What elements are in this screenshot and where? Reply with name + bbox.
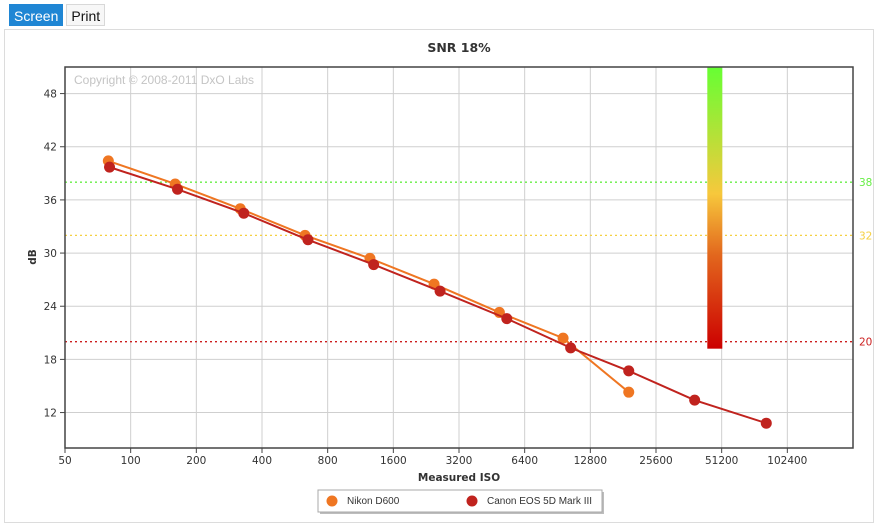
x-tick-label: 25600 bbox=[639, 455, 672, 467]
x-tick-label: 102400 bbox=[767, 455, 807, 467]
x-tick-label: 3200 bbox=[446, 455, 473, 467]
x-tick-label: 100 bbox=[121, 455, 141, 467]
x-tick-label: 1600 bbox=[380, 455, 407, 467]
y-tick-label: 12 bbox=[44, 408, 57, 420]
chart-panel bbox=[4, 29, 874, 523]
y-tick-label: 24 bbox=[44, 301, 58, 313]
tab-print[interactable]: Print bbox=[66, 4, 106, 26]
data-point-series-0 bbox=[623, 386, 635, 398]
data-point-series-1 bbox=[368, 259, 380, 271]
data-series bbox=[102, 155, 772, 429]
reference-line-label: 20 bbox=[859, 337, 872, 349]
chart-title: SNR 18% bbox=[427, 40, 491, 55]
x-tick-label: 400 bbox=[252, 455, 272, 467]
data-point-series-1 bbox=[689, 394, 701, 406]
data-point-series-1 bbox=[565, 342, 577, 354]
x-tick-label: 6400 bbox=[511, 455, 538, 467]
legend: Nikon D600 Canon EOS 5D Mark III bbox=[317, 489, 604, 514]
legend-label-canon-eos-5d-mark-iii[interactable]: Canon EOS 5D Mark III bbox=[487, 496, 592, 507]
copyright-watermark: Copyright © 2008-2011 DxO Labs bbox=[74, 73, 254, 87]
legend-marker-canon-eos-5d-mark-iii bbox=[466, 495, 478, 507]
x-tick-label: 12800 bbox=[574, 455, 607, 467]
data-point-series-1 bbox=[172, 183, 184, 195]
data-point-series-1 bbox=[623, 365, 635, 377]
data-point-series-0 bbox=[557, 332, 569, 344]
y-tick-label: 36 bbox=[44, 195, 58, 207]
x-tick-label: 800 bbox=[318, 455, 338, 467]
view-mode-tabs: Screen Print bbox=[9, 4, 106, 26]
reference-line-label: 38 bbox=[859, 177, 872, 189]
legend-box bbox=[317, 489, 603, 513]
x-tick-label: 51200 bbox=[705, 455, 738, 467]
legend-label-nikon-d600[interactable]: Nikon D600 bbox=[347, 496, 400, 507]
x-tick-label: 50 bbox=[58, 455, 71, 467]
x-axis-label: Measured ISO bbox=[418, 472, 500, 484]
tab-screen[interactable]: Screen bbox=[9, 4, 64, 26]
reference-line-label: 32 bbox=[859, 230, 872, 242]
color-scale-bar bbox=[707, 67, 723, 349]
data-point-series-1 bbox=[501, 313, 513, 325]
x-axis-ticks: 50 100 200 400 800 1600 3200 6400 12800 25600 5120… bbox=[58, 448, 807, 467]
y-axis-label: dB bbox=[27, 249, 39, 265]
data-point-series-1 bbox=[434, 285, 446, 297]
data-point-series-1 bbox=[760, 417, 772, 429]
y-tick-label: 18 bbox=[44, 354, 57, 366]
data-point-series-1 bbox=[238, 207, 250, 219]
y-tick-label: 48 bbox=[44, 89, 57, 101]
legend-marker-nikon-d600 bbox=[326, 495, 338, 507]
data-point-series-1 bbox=[104, 161, 116, 173]
x-tick-label: 200 bbox=[186, 455, 206, 467]
y-axis-ticks: 12 18 24 30 36 42 48 bbox=[44, 89, 65, 420]
data-point-series-1 bbox=[302, 234, 314, 246]
y-tick-label: 42 bbox=[44, 142, 57, 154]
y-tick-label: 30 bbox=[44, 248, 57, 260]
